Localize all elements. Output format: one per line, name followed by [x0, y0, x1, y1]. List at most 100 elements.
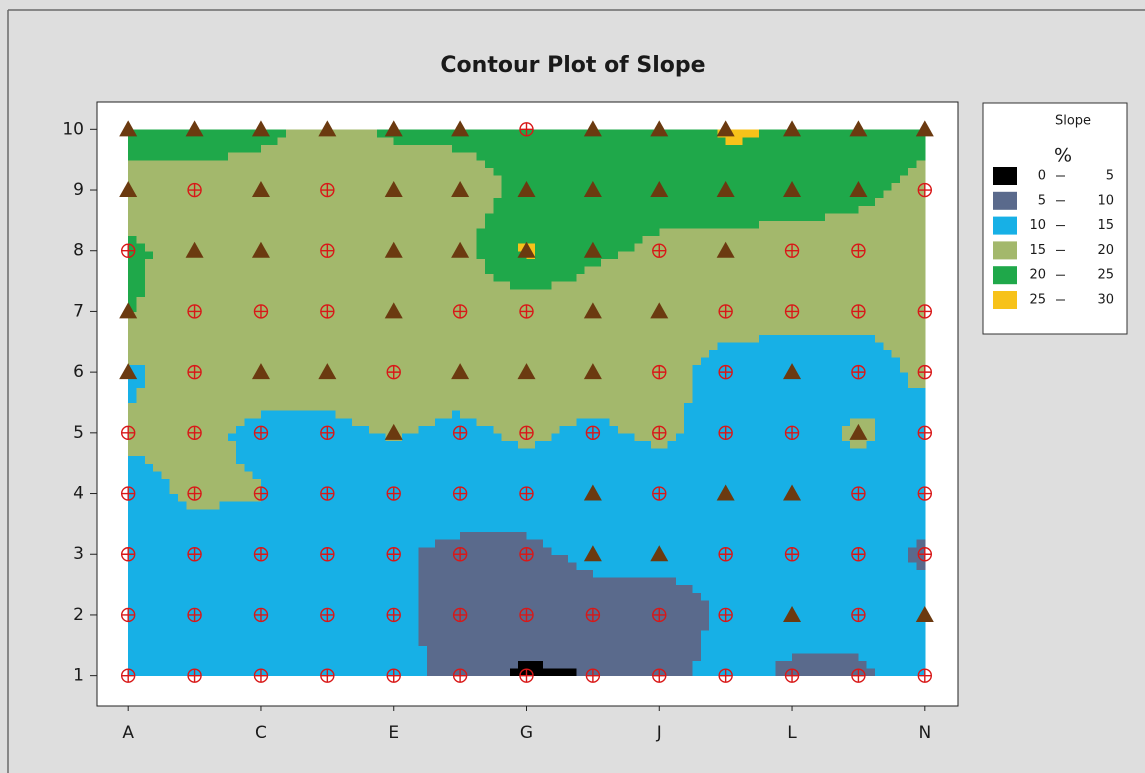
contour-cell	[385, 281, 395, 290]
contour-cell	[609, 660, 619, 669]
contour-cell	[742, 326, 752, 335]
contour-cell	[534, 364, 544, 373]
contour-cell	[816, 516, 826, 525]
contour-cell	[883, 387, 893, 396]
contour-cell	[800, 425, 810, 434]
contour-cell	[186, 485, 196, 495]
contour-cell	[227, 539, 237, 548]
contour-cell	[211, 508, 221, 517]
contour-cell	[410, 364, 420, 373]
contour-cell	[177, 652, 187, 662]
contour-cell	[775, 645, 785, 654]
contour-cell	[335, 531, 345, 540]
contour-cell	[650, 660, 660, 669]
contour-cell	[642, 463, 652, 472]
contour-cell	[733, 652, 743, 662]
contour-cell	[675, 516, 685, 525]
contour-cell	[543, 326, 552, 335]
contour-cell	[128, 273, 138, 282]
contour-cell	[567, 334, 577, 343]
contour-cell	[626, 660, 635, 669]
contour-cell	[816, 448, 826, 457]
contour-cell	[285, 561, 295, 571]
contour-cell	[634, 326, 644, 335]
contour-cell	[675, 584, 685, 593]
contour-cell	[260, 326, 270, 335]
contour-cell	[194, 417, 204, 426]
contour-cell	[899, 387, 909, 396]
contour-cell	[825, 485, 835, 495]
contour-cell	[576, 622, 586, 631]
contour-cell	[866, 372, 876, 381]
contour-cell	[767, 311, 777, 320]
contour-cell	[899, 501, 909, 510]
contour-cell	[916, 372, 926, 381]
contour-cell	[236, 387, 245, 396]
contour-cell	[576, 652, 586, 662]
contour-cell	[393, 508, 403, 517]
contour-cell	[534, 584, 544, 593]
contour-cell	[775, 516, 785, 525]
contour-cell	[468, 341, 478, 350]
contour-cell	[825, 554, 835, 563]
contour-cell	[227, 614, 237, 624]
contour-cell	[327, 402, 337, 411]
contour-cell	[144, 296, 154, 305]
contour-cell	[136, 637, 146, 646]
contour-cell	[767, 493, 777, 502]
contour-cell	[509, 455, 519, 464]
contour-cell	[368, 341, 378, 350]
contour-cell	[319, 546, 328, 555]
contour-cell	[161, 592, 171, 601]
contour-cell	[468, 372, 478, 381]
contour-cell	[792, 334, 801, 343]
contour-cell	[227, 577, 237, 586]
contour-cell	[634, 501, 644, 510]
contour-cell	[277, 539, 287, 548]
contour-cell	[227, 410, 237, 419]
contour-cell	[343, 569, 353, 578]
contour-cell	[509, 296, 519, 305]
contour-cell	[443, 394, 453, 404]
contour-cell	[236, 425, 245, 434]
contour-cell	[916, 592, 926, 601]
contour-cell	[551, 349, 561, 358]
contour-cell	[733, 349, 743, 358]
contour-cell	[418, 311, 428, 320]
contour-cell	[294, 637, 304, 646]
contour-cell	[368, 432, 378, 442]
contour-cell	[269, 463, 279, 472]
contour-cell	[368, 554, 378, 563]
contour-cell	[816, 493, 826, 502]
contour-cell	[468, 660, 478, 669]
contour-cell	[783, 584, 793, 593]
contour-cell	[236, 531, 245, 540]
contour-cell	[177, 508, 187, 517]
contour-cell	[908, 478, 918, 487]
contour-cell	[717, 516, 727, 525]
contour-cell	[875, 561, 884, 571]
contour-cell	[202, 531, 212, 540]
contour-cell	[908, 554, 918, 563]
contour-cell	[460, 440, 470, 449]
contour-cell	[352, 561, 362, 571]
contour-cell	[866, 341, 876, 350]
contour-cell	[360, 288, 370, 297]
contour-cell	[227, 561, 237, 571]
contour-cell	[675, 630, 685, 639]
contour-cell	[559, 637, 569, 646]
contour-cell	[426, 372, 436, 381]
contour-cell	[244, 425, 254, 434]
contour-cell	[368, 410, 378, 419]
contour-cell	[592, 569, 602, 578]
contour-cell	[443, 281, 453, 290]
contour-cell	[418, 622, 428, 631]
contour-cell	[808, 493, 818, 502]
contour-cell	[493, 523, 503, 533]
contour-cell	[717, 607, 727, 616]
contour-cell	[136, 265, 146, 275]
contour-cell	[219, 561, 229, 571]
contour-cell	[758, 516, 768, 525]
contour-cell	[808, 425, 818, 434]
contour-cell	[592, 561, 602, 571]
